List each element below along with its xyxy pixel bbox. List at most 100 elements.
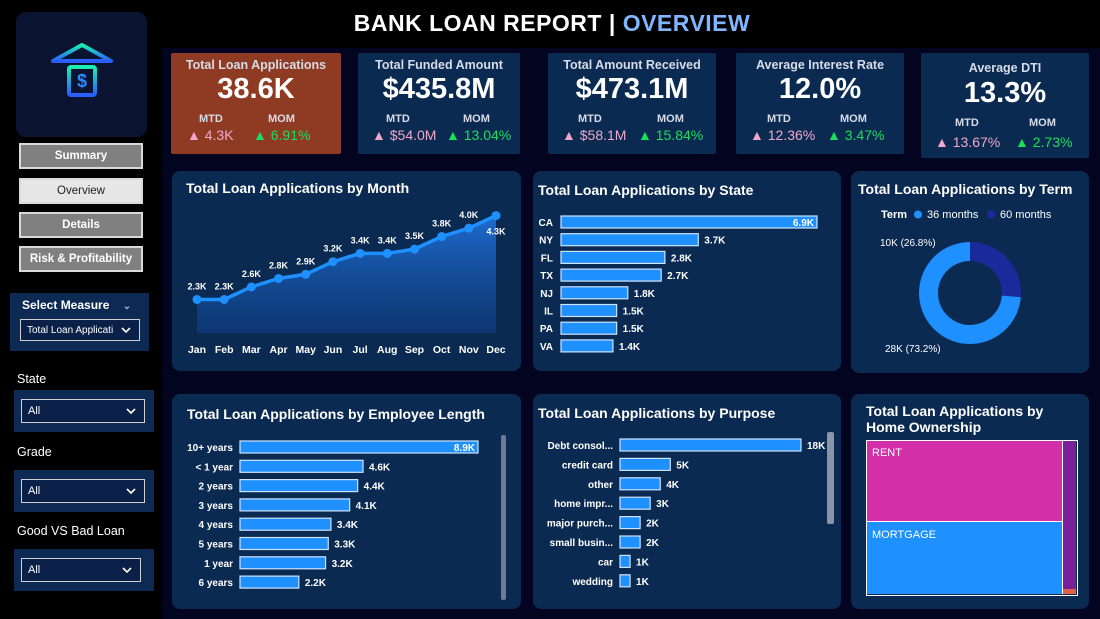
data-point[interactable] — [491, 211, 501, 221]
bar[interactable] — [239, 556, 327, 570]
treemap-own[interactable] — [1063, 441, 1076, 589]
page-title: BANK LOAN REPORT | OVERVIEW — [162, 10, 942, 37]
state-dropdown[interactable]: All — [21, 399, 145, 423]
kpi-value: 12.0% — [778, 73, 862, 105]
legend-entry[interactable]: 36 months — [927, 209, 979, 221]
data-point[interactable] — [219, 294, 229, 304]
good-bad-loan-dropdown[interactable]: All — [21, 558, 141, 582]
nav-risk-button[interactable]: Risk & Profitability — [19, 246, 143, 272]
bar[interactable] — [239, 498, 351, 512]
data-label: 3.4K — [337, 520, 359, 531]
measure-dropdown[interactable]: Total Loan Applicati — [20, 319, 140, 341]
bar[interactable] — [619, 477, 661, 491]
scrollbar[interactable] — [827, 432, 834, 524]
x-tick-label: May — [296, 344, 317, 356]
data-point[interactable] — [409, 244, 419, 254]
bar[interactable] — [239, 478, 359, 493]
pie-slice[interactable] — [919, 242, 1021, 344]
chart-by-purpose-card: Total Loan Applications by Purpose Debt … — [533, 394, 841, 609]
data-label: 3.2K — [323, 244, 343, 254]
bar[interactable] — [619, 574, 631, 588]
data-point[interactable] — [301, 269, 311, 279]
data-label: 2.8K — [671, 253, 693, 264]
bank-logo: $ — [16, 12, 147, 137]
bar[interactable] — [239, 536, 329, 551]
category-label: TX — [540, 271, 553, 282]
legend-entry[interactable]: 60 months — [1000, 209, 1052, 221]
category-label: VA — [540, 342, 553, 353]
grade-dropdown[interactable]: All — [21, 479, 145, 503]
data-point[interactable] — [328, 257, 338, 267]
triangle-up-icon: ▲ — [562, 127, 576, 143]
bar[interactable] — [560, 321, 618, 335]
bar[interactable] — [619, 457, 671, 472]
data-point[interactable] — [355, 248, 365, 258]
chevron-down-icon — [121, 327, 131, 334]
category-label: NJ — [540, 289, 553, 300]
bar[interactable] — [239, 440, 479, 454]
nav-overview-button[interactable]: Overview — [19, 178, 143, 204]
kpi-mom-value: 13.04% — [463, 127, 512, 143]
nav-summary-button[interactable]: Summary — [19, 143, 143, 169]
measure-dropdown-value: Total Loan Applicati — [27, 324, 114, 336]
data-label: 2.2K — [305, 578, 327, 589]
chart-by-term-card: Total Loan Applications by Term Term 36 m… — [851, 171, 1089, 373]
bar[interactable] — [560, 215, 818, 229]
bar[interactable] — [239, 517, 332, 531]
bar[interactable] — [619, 438, 802, 452]
treemap-mortgage[interactable]: MORTGAGE — [867, 522, 1063, 594]
scrollbar[interactable] — [501, 435, 506, 600]
pie-slice[interactable] — [970, 242, 1021, 298]
data-point[interactable] — [464, 223, 474, 233]
category-label: wedding — [571, 577, 613, 588]
treemap-rent[interactable]: RENT — [867, 441, 1063, 522]
state-label: State — [17, 372, 47, 386]
bar[interactable] — [560, 268, 662, 282]
chart-by-month-card: Total Loan Applications by Month 2.3K Jan… — [172, 171, 521, 371]
category-label: car — [598, 557, 613, 568]
bar[interactable] — [560, 286, 629, 300]
bar[interactable] — [560, 339, 614, 353]
data-point[interactable] — [246, 282, 256, 292]
bar[interactable] — [560, 303, 618, 318]
data-label: 3.2K — [332, 559, 354, 570]
category-label: 5 years — [199, 540, 234, 551]
bar[interactable] — [239, 459, 364, 473]
bar[interactable] — [619, 535, 641, 549]
chevron-down-icon[interactable]: ⌄ — [122, 301, 132, 312]
category-label: credit card — [562, 460, 613, 471]
data-point[interactable] — [382, 248, 392, 258]
kpi-mtd-label: MTD — [386, 113, 410, 125]
kpi-mtd-value: 13.67% — [952, 134, 1001, 150]
data-label: 3K — [656, 499, 670, 510]
kpi-mtd-label: MTD — [955, 117, 979, 129]
data-point[interactable] — [192, 294, 202, 304]
kpi-average-dti: Average DTI 13.3% MTD MOM ▲ 13.67% ▲ 2.7… — [921, 53, 1089, 158]
data-label: 3.5K — [405, 231, 425, 241]
data-label: 1K — [636, 577, 650, 588]
x-tick-label: Jan — [188, 344, 206, 356]
good-bad-loan-label: Good VS Bad Loan — [17, 524, 125, 538]
data-label: 2.3K — [215, 281, 235, 291]
legend-swatch[interactable] — [987, 210, 995, 219]
data-point[interactable] — [437, 232, 447, 242]
bar[interactable] — [560, 233, 699, 247]
data-label: 28K (73.2%) — [885, 344, 941, 355]
bar[interactable] — [239, 575, 300, 589]
kpi-label: Total Loan Applications — [185, 58, 327, 72]
kpi-mom-label: MOM — [657, 113, 684, 125]
bar[interactable] — [560, 250, 666, 265]
legend-swatch[interactable] — [914, 210, 922, 219]
data-point[interactable] — [274, 273, 284, 283]
bar[interactable] — [619, 554, 631, 568]
nav-details-button[interactable]: Details — [19, 212, 143, 238]
kpi-value: $473.1M — [575, 73, 689, 105]
kpi-mom-label: MOM — [840, 113, 867, 125]
category-label: PA — [540, 324, 553, 335]
data-label: 8.9K — [454, 443, 476, 454]
kpi-value: 13.3% — [963, 77, 1047, 109]
bar[interactable] — [619, 515, 641, 530]
data-label: 18K — [807, 441, 826, 452]
treemap-other[interactable] — [1063, 589, 1076, 594]
bar[interactable] — [619, 496, 651, 510]
